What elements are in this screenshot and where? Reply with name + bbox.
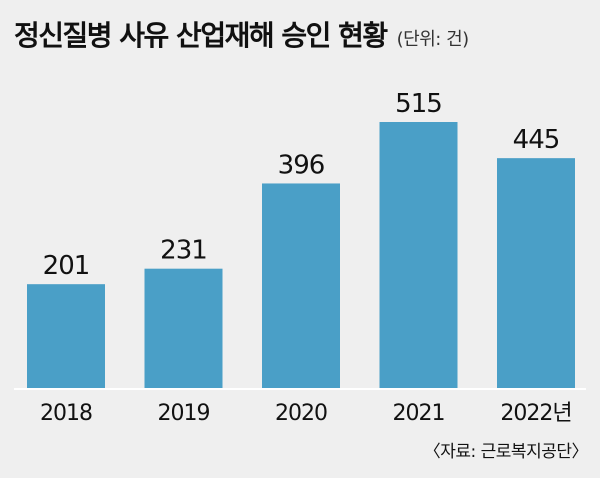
bar-2020 [262, 183, 340, 388]
title-row: 정신질병 사유 산업재해 승인 현황 (단위: 건) [14, 14, 590, 54]
value-label-2019: 231 [160, 236, 207, 266]
category-label-2020: 2020 [275, 401, 327, 426]
category-label-2022년: 2022년 [500, 401, 571, 426]
bar-2021 [379, 122, 458, 388]
source-note: 〈자료: 근로복지공단〉 [423, 442, 589, 462]
value-label-2018: 201 [43, 251, 90, 281]
category-label-2019: 2019 [158, 401, 210, 426]
value-label-2021: 515 [395, 89, 442, 119]
bar-2018 [27, 284, 105, 388]
chart-title: 정신질병 사유 산업재해 승인 현황 [14, 19, 388, 52]
category-label-2018: 2018 [40, 401, 92, 426]
category-label-2021: 2021 [393, 401, 445, 426]
value-label-2020: 396 [278, 150, 325, 180]
unit-label: (단위: 건) [396, 29, 470, 50]
value-label-2022년: 445 [513, 125, 560, 155]
bar-2022년 [497, 158, 575, 388]
bar-2019 [144, 268, 223, 388]
